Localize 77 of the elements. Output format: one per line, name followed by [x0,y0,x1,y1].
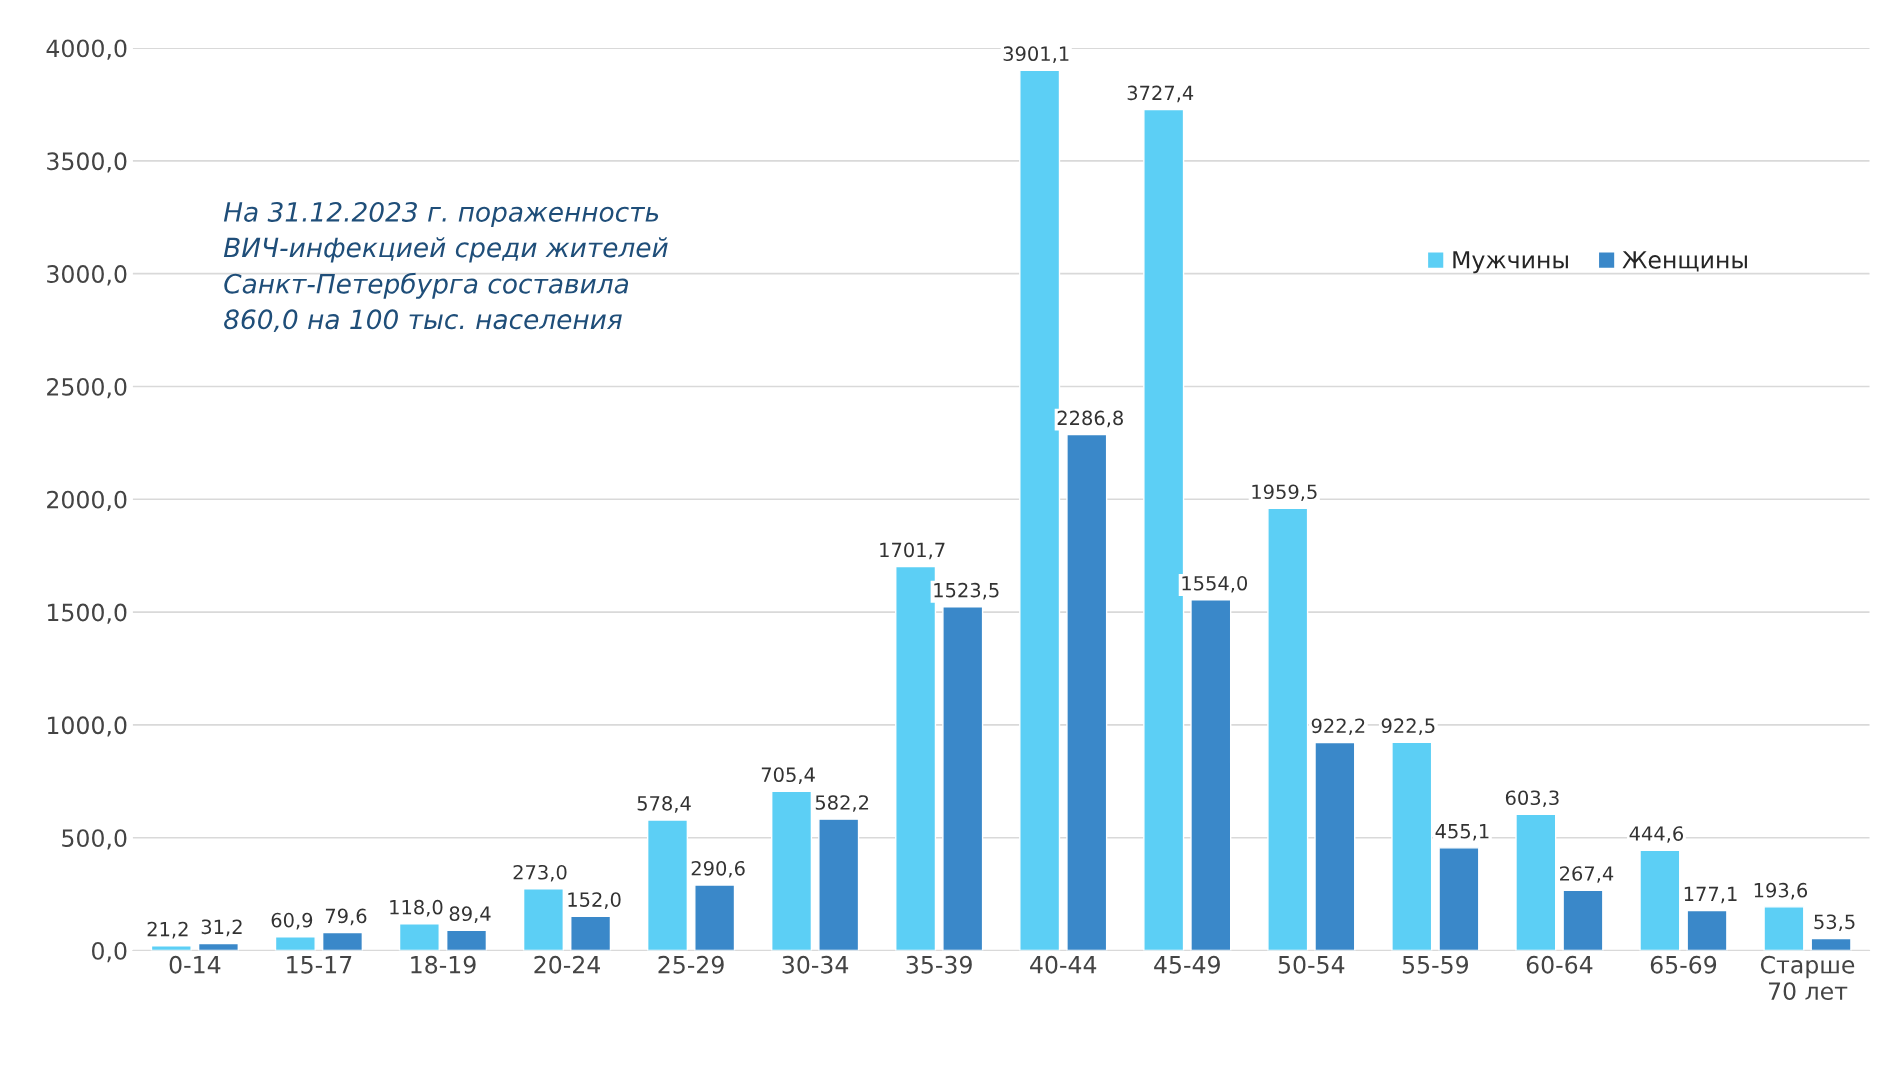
data-label: 582,2 [815,795,869,812]
y-tick-label: 0,0 [92,941,127,963]
bar [398,923,440,951]
data-label: 89,4 [449,906,491,924]
bar [942,606,984,951]
x-tick-label: 30-34 [782,955,849,974]
data-label: 2286,8 [1057,410,1123,428]
data-label: 118,0 [390,899,443,917]
bar [1314,741,1356,951]
bar [818,818,860,951]
x-tick-label: Старше 70 лет [1760,955,1855,1001]
y-tick-label: 1000,0 [47,716,127,737]
data-label: 21,2 [147,921,188,939]
y-tick-label: 4000,0 [46,39,127,60]
x-tick-label: 35-39 [906,955,972,974]
data-label: 705,4 [761,767,815,785]
data-label: 922,2 [1311,718,1365,736]
data-label: 1701,7 [880,542,945,560]
data-label: 578,4 [637,795,691,813]
x-tick-label: 15-17 [287,956,352,974]
data-label: 193,6 [1754,882,1808,900]
bar [570,915,612,951]
bar [1639,849,1681,951]
bar [1686,909,1728,951]
y-tick-label: 1500,0 [47,603,127,624]
x-tick-label: 18-19 [411,955,476,974]
x-tick-label: 45-49 [1154,955,1220,974]
data-label: 603,3 [1505,790,1559,808]
data-label: 3727,4 [1127,85,1194,103]
y-tick-label: 2500,0 [47,377,127,399]
bar [150,945,192,951]
y-tick-label: 3000,0 [47,265,127,286]
bar [1190,599,1232,951]
bar [1438,847,1480,951]
bar [321,931,364,951]
x-tick-label: 55-59 [1402,955,1469,974]
bar [446,929,488,951]
bar [197,942,239,951]
data-label: 444,6 [1629,826,1684,843]
data-label: 152,0 [568,892,621,909]
x-tick-label: 25-29 [658,955,724,974]
data-label: 922,5 [1381,718,1435,736]
x-tick-label: 65-69 [1650,955,1717,974]
bar [646,819,689,951]
y-tick-label: 500,0 [62,829,127,850]
data-label: 273,0 [513,864,567,882]
data-label: 60,9 [271,912,313,930]
y-tick-label: 3500,0 [47,152,127,173]
bar [1763,906,1805,951]
data-label: 31,2 [201,919,242,937]
bar [694,884,736,951]
data-label: 3901,1 [1003,46,1069,64]
data-label: 1554,0 [1182,575,1248,593]
annotation: На 31.12.2023 г. пораженность ВИЧ-инфекцией среди жителей Санкт-Петербурга составила 860,0 на 100 тыс. населения [223,201,668,332]
data-label: 290,6 [691,860,745,878]
bar [1515,813,1557,951]
legend-label: Мужчины [1453,251,1568,274]
y-tick-label: 2000,0 [47,490,127,512]
bar [1810,937,1852,951]
x-tick-label: 40-44 [1030,955,1097,974]
data-label: 53,5 [1814,914,1855,932]
x-tick-label: 50-54 [1278,955,1345,974]
data-label: 79,6 [325,908,367,926]
x-tick-label: 20-24 [534,955,601,974]
bar [1562,889,1604,951]
data-label: 455,1 [1435,824,1489,841]
bar [771,790,813,951]
bar [522,888,565,951]
x-tick-label: 60-64 [1526,955,1593,974]
data-label: 1523,5 [934,582,999,600]
data-label: 267,4 [1560,866,1614,883]
bar [1066,433,1108,951]
x-tick-label: 0-14 [169,955,221,974]
data-label: 177,1 [1684,886,1737,904]
data-label: 1959,5 [1252,484,1317,502]
bar [274,936,316,951]
legend-label: Женщины [1622,251,1747,272]
